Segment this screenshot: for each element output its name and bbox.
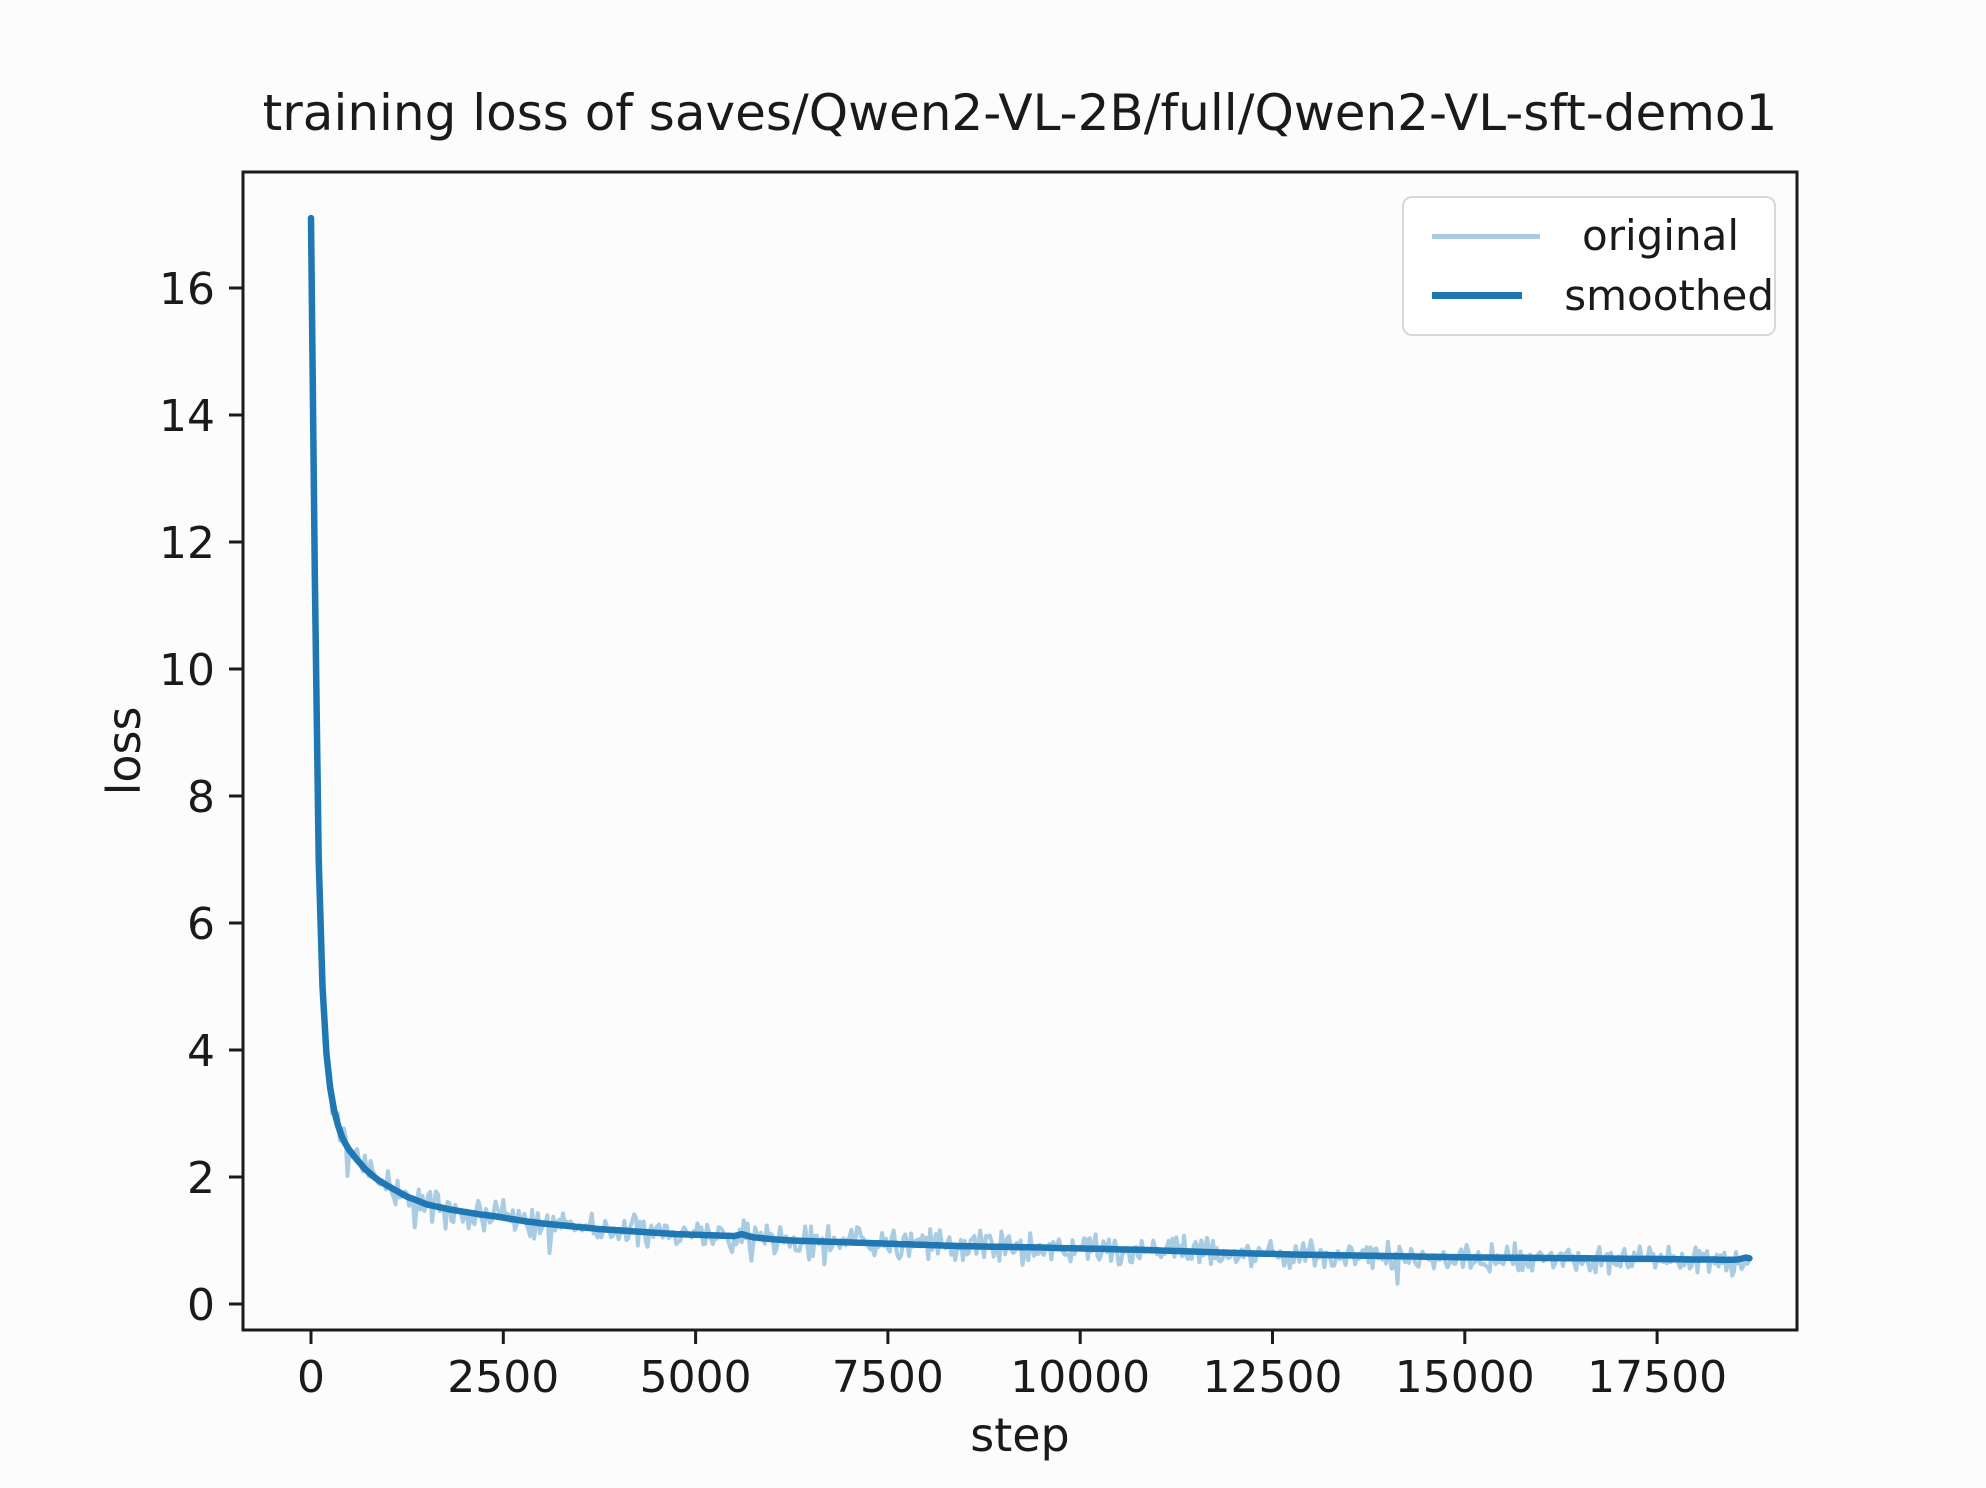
x-tick-label: 10000 <box>1010 1352 1150 1403</box>
legend-label-original: original <box>1582 211 1739 261</box>
x-tick-label: 7500 <box>832 1352 944 1403</box>
y-tick-label: 0 <box>187 1280 215 1331</box>
series-smoothed <box>307 214 1753 1264</box>
legend-item-smoothed: smoothed <box>1404 270 1774 320</box>
legend-label-smoothed: smoothed <box>1564 270 1774 320</box>
legend: original smoothed <box>1402 196 1776 336</box>
y-tick-label: 4 <box>187 1026 215 1077</box>
y-tick-label: 6 <box>187 899 215 950</box>
y-tick-label: 12 <box>159 518 215 569</box>
x-axis-label: step <box>970 1408 1070 1462</box>
y-axis: 0 2 4 6 8 10 12 14 16 <box>159 264 243 1331</box>
y-tick-label: 10 <box>159 645 215 696</box>
x-tick-label: 5000 <box>640 1352 752 1403</box>
series-original <box>309 216 1752 1286</box>
original-line-swatch <box>1432 233 1540 239</box>
chart-title: training loss of saves/Qwen2-VL-2B/full/… <box>262 84 1778 142</box>
y-tick-label: 14 <box>159 391 215 442</box>
x-tick-label: 17500 <box>1587 1352 1727 1403</box>
y-tick-label: 2 <box>187 1153 215 1204</box>
x-tick-label: 15000 <box>1395 1352 1535 1403</box>
y-tick-label: 16 <box>159 264 215 315</box>
y-tick-label: 8 <box>187 772 215 823</box>
x-tick-label: 2500 <box>447 1352 559 1403</box>
smoothed-line-swatch <box>1432 292 1523 300</box>
x-tick-label: 12500 <box>1203 1352 1343 1403</box>
axes-frame <box>241 170 1799 1332</box>
x-tick-label: 0 <box>297 1352 325 1403</box>
legend-item-original: original <box>1404 215 1774 257</box>
x-axis: 0 2500 5000 7500 10000 12500 15000 17500 <box>297 1330 1727 1403</box>
